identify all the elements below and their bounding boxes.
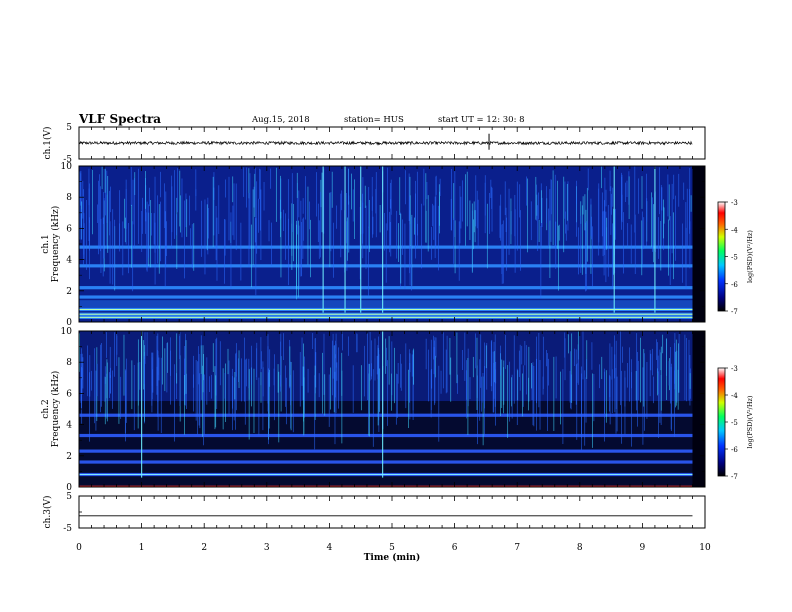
spectral-band bbox=[79, 413, 693, 417]
spectral-band bbox=[79, 433, 693, 438]
colorbar-tick-label: -4 bbox=[731, 392, 738, 400]
spectral-band bbox=[79, 245, 693, 249]
y-tick-label: 0 bbox=[66, 318, 72, 328]
y-tick-label: 10 bbox=[61, 327, 73, 337]
y-axis-label-2: ch.2 bbox=[41, 399, 51, 418]
ch1-waveform-line bbox=[78, 140, 693, 146]
y-tick-label: 2 bbox=[66, 452, 72, 462]
y-tick-label: 4 bbox=[66, 256, 72, 266]
y-axis-label-1: Frequency (kHz) bbox=[50, 206, 61, 283]
y-axis-label-2: Frequency (kHz) bbox=[50, 371, 61, 448]
y-tick-label: -5 bbox=[63, 524, 72, 534]
colorbar-1 bbox=[717, 201, 726, 312]
start-ut-label: start UT = 12: 30: 8 bbox=[438, 115, 525, 125]
colorbar-tick-label: -3 bbox=[731, 199, 738, 207]
colorbar-tick-label: -3 bbox=[731, 365, 738, 373]
x-tick-label: 4 bbox=[327, 543, 333, 553]
x-tick-label: 1 bbox=[139, 543, 145, 553]
spectrogram-lowfreq-glow bbox=[79, 300, 693, 310]
ch1-spectrogram-image bbox=[79, 166, 705, 322]
spectral-band bbox=[79, 449, 693, 453]
x-tick-label: 0 bbox=[76, 543, 82, 553]
y-tick-label: 8 bbox=[66, 193, 72, 203]
spectral-band bbox=[79, 460, 693, 464]
x-tick-label: 6 bbox=[452, 543, 458, 553]
y-tick-label: 4 bbox=[66, 421, 72, 431]
colorbar-tick-label: -6 bbox=[731, 446, 738, 454]
x-tick-label: 9 bbox=[640, 543, 646, 553]
date-label: Aug.15, 2018 bbox=[252, 115, 310, 125]
y-axis-label-0: ch.1(V) bbox=[42, 127, 53, 160]
x-tick-label: 8 bbox=[577, 543, 583, 553]
spectral-band bbox=[79, 286, 693, 290]
colorbar-tick-label: -5 bbox=[731, 254, 738, 262]
y-tick-label: 10 bbox=[61, 162, 73, 172]
x-tick-label: 3 bbox=[264, 543, 270, 553]
y-axis-label-1: ch.1 bbox=[41, 234, 51, 253]
colorbar-tick-label: -4 bbox=[731, 226, 738, 234]
colorbar-tick-label: -7 bbox=[731, 308, 738, 316]
y-tick-label: -5 bbox=[63, 155, 72, 165]
colorbar-tick-label: -5 bbox=[731, 419, 738, 427]
x-tick-label: 7 bbox=[514, 543, 520, 553]
spectral-band bbox=[79, 264, 693, 268]
y-tick-label: 0 bbox=[66, 483, 72, 493]
y-tick-label: 6 bbox=[66, 389, 72, 399]
colorbar-tick-label: -6 bbox=[731, 281, 738, 289]
y-tick-label: 6 bbox=[66, 224, 72, 234]
colorbar-label: log(PSD)(V²/Hz) bbox=[746, 230, 754, 283]
colorbar-label: log(PSD)(V²/Hz) bbox=[746, 395, 754, 448]
x-axis-label: Time (min) bbox=[364, 552, 421, 563]
y-axis-label-3: ch.3(V) bbox=[42, 496, 53, 529]
y-tick-label: 5 bbox=[66, 123, 72, 133]
spectral-band bbox=[79, 295, 693, 299]
y-tick-label: 2 bbox=[66, 287, 72, 297]
x-tick-label: 10 bbox=[699, 543, 711, 553]
y-tick-label: 8 bbox=[66, 358, 72, 368]
colorbar-2 bbox=[717, 367, 726, 477]
station-label: station= HUS bbox=[344, 115, 404, 125]
y-tick-label: 5 bbox=[66, 492, 72, 502]
ch2-spectrogram-image bbox=[79, 331, 705, 487]
x-tick-label: 5 bbox=[389, 543, 395, 553]
figure-title: VLF Spectra bbox=[79, 112, 162, 126]
colorbar-tick-label: -7 bbox=[731, 473, 738, 481]
x-tick-label: 2 bbox=[201, 543, 207, 553]
